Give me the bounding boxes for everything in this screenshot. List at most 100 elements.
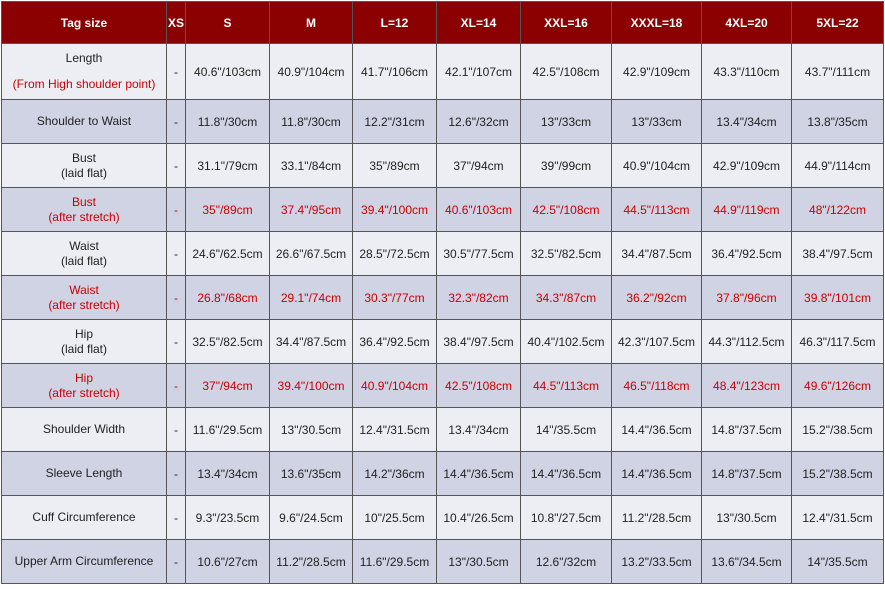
size-value-cell: 13.4"/34cm [701,99,792,144]
size-value-cell: 15.2"/38.5cm [791,407,884,452]
size-value-cell: 32.5"/82.5cm [185,319,270,364]
header-l: L=12 [352,1,437,44]
table-row: Waist (laid flat) -24.6"/62.5cm 26.6"/67.5c… [1,231,884,276]
size-value-cell: 10.6"/27cm [185,539,270,584]
size-value-cell: 12.6"/32cm [436,99,521,144]
size-value-cell: 26.6"/67.5cm [269,231,353,276]
row-label-sub: (laid flat) [60,341,107,356]
header-xxl: XXL=16 [520,1,612,44]
table-row: Hip (after stretch) -37"/94cm 39.4"/100cm 40… [1,363,884,408]
size-value-cell: 39.8"/101cm [791,275,884,320]
size-value-cell: 44.3"/112.5cm [701,319,792,364]
size-value-cell: - [166,495,186,540]
size-value-cell: 38.4"/97.5cm [436,319,521,364]
size-value-cell: 11.6"/29.5cm [352,539,437,584]
header-xs: XS [166,1,186,44]
size-value-cell: 11.8"/30cm [185,99,270,144]
size-value-cell: 14.4"/36.5cm [611,451,702,496]
row-label-sub: (after stretch) [48,297,120,312]
size-value-cell: 40.9"/104cm [269,43,353,100]
size-value-cell: 13.4"/34cm [185,451,270,496]
size-value-cell: 12.6"/32cm [520,539,612,584]
size-value-cell: 49.6"/126cm [791,363,884,408]
row-label-main: Bust [71,194,96,209]
table-row: Sleeve Length -13.4"/34cm 13.6"/35cm 14.2"/… [1,451,884,496]
row-label-main: Bust [71,150,96,165]
row-label-main: Waist [69,238,99,253]
size-value-cell: 11.6"/29.5cm [185,407,270,452]
row-label: Waist (after stretch) [1,275,167,320]
size-value-cell: 13.6"/34.5cm [701,539,792,584]
row-label-main: Sleeve Length [45,466,123,480]
size-value-cell: 11.8"/30cm [269,99,353,144]
row-label: Shoulder Width [1,407,167,452]
row-label-sub: (after stretch) [48,209,120,224]
size-value-cell: 14.8"/37.5cm [701,451,792,496]
size-value-cell: 42.1"/107cm [436,43,521,100]
size-value-cell: - [166,275,186,320]
size-value-cell: 14.4"/36.5cm [611,407,702,452]
table-row: Upper Arm Circumference -10.6"/27cm 11.2"/… [1,539,884,584]
row-label: Cuff Circumference [1,495,167,540]
table-row: Shoulder to Waist -11.8"/30cm 11.8"/30cm 12… [1,99,884,144]
size-value-cell: 42.9"/109cm [611,43,702,100]
header-s: S [185,1,270,44]
size-value-cell: 33.1"/84cm [269,143,353,188]
size-value-cell: 42.5"/108cm [520,187,612,232]
size-value-cell: - [166,539,186,584]
size-value-cell: 46.5"/118cm [611,363,702,408]
size-value-cell: 13"/30.5cm [436,539,521,584]
size-value-cell: 35"/89cm [185,187,270,232]
row-label-main: Shoulder Width [42,422,126,436]
size-value-cell: 36.4"/92.5cm [701,231,792,276]
row-label-sub: (From High shoulder point) [12,77,156,91]
size-value-cell: 34.3"/87cm [520,275,612,320]
header-row: Tag size XS S M L=12 XL=14 XXL=16 XXXL=1… [1,1,884,44]
size-value-cell: 13"/33cm [520,99,612,144]
size-value-cell: - [166,187,186,232]
size-value-cell: 9.3"/23.5cm [185,495,270,540]
size-value-cell: 35"/89cm [352,143,437,188]
size-value-cell: 31.1"/79cm [185,143,270,188]
table-row: Cuff Circumference -9.3"/23.5cm 9.6"/24.5c… [1,495,884,540]
size-value-cell: 37"/94cm [436,143,521,188]
size-value-cell: 30.3"/77cm [352,275,437,320]
row-label-main: Upper Arm Circumference [14,554,154,568]
size-value-cell: 29.1"/74cm [269,275,353,320]
row-label: Bust (laid flat) [1,143,167,188]
size-value-cell: 42.9"/109cm [701,143,792,188]
table-row: Bust (laid flat) -31.1"/79cm 33.1"/84cm 35"/… [1,143,884,188]
size-value-cell: 37.8"/96cm [701,275,792,320]
header-xxxl: XXXL=18 [611,1,702,44]
size-value-cell: 39"/99cm [520,143,612,188]
row-label: Sleeve Length [1,451,167,496]
size-value-cell: 44.9"/114cm [791,143,884,188]
size-value-cell: 48"/122cm [791,187,884,232]
table-row: Length (From High shoulder point) -40.6"/1… [1,43,884,100]
table-row: Waist (after stretch) -26.8"/68cm 29.1"/74c… [1,275,884,320]
size-value-cell: 14.8"/37.5cm [701,407,792,452]
size-value-cell: - [166,231,186,276]
row-label: Upper Arm Circumference [1,539,167,584]
row-label: Hip (laid flat) [1,319,167,364]
row-label-sub: (after stretch) [48,385,120,400]
size-value-cell: 42.3"/107.5cm [611,319,702,364]
row-label-main: Cuff Circumference [32,510,136,524]
size-value-cell: 30.5"/77.5cm [436,231,521,276]
size-value-cell: 46.3"/117.5cm [791,319,884,364]
header-xl: XL=14 [436,1,521,44]
size-value-cell: 24.6"/62.5cm [185,231,270,276]
row-label: Waist (laid flat) [1,231,167,276]
size-value-cell: 48.4"/123cm [701,363,792,408]
header-tag-size: Tag size [1,1,167,44]
row-label: Length (From High shoulder point) [1,43,167,100]
size-value-cell: 10.4"/26.5cm [436,495,521,540]
size-value-cell: - [166,407,186,452]
header-4xl: 4XL=20 [701,1,792,44]
row-label: Shoulder to Waist [1,99,167,144]
size-value-cell: 13"/33cm [611,99,702,144]
row-label-main: Hip [74,370,93,385]
size-value-cell: 37.4"/95cm [269,187,353,232]
size-value-cell: - [166,143,186,188]
